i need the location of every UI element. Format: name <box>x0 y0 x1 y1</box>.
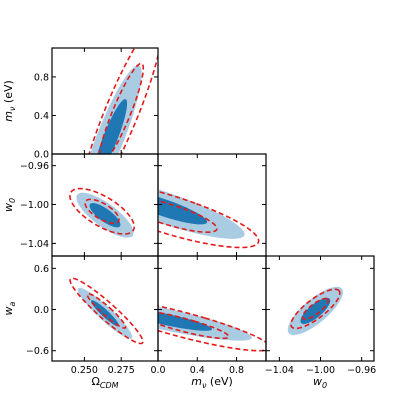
corner-panels: 0.00.40.8−1.04−1.00−0.960.250 0.275−0.60.… <box>20 47 376 376</box>
y-tick-label: 0.0 <box>34 150 49 161</box>
ylabel-w0: w0 <box>2 198 17 212</box>
contour-dashed-inner <box>301 297 330 320</box>
contour-dashed-outer <box>158 305 266 352</box>
ylabel-m-nu: mν (eV) <box>2 80 17 122</box>
y-tick-label: 0.8 <box>34 72 49 83</box>
xlabel-w0: w0 <box>313 375 327 390</box>
x-tick-label: 0.4 <box>190 365 205 376</box>
ylabel-wa: wa <box>2 301 17 315</box>
x-tick-label: −1.04 <box>265 365 294 376</box>
x-tick-label: 0.0 <box>150 365 165 376</box>
contour-dashed-inner <box>84 198 120 225</box>
contour-filled-inner <box>300 297 331 324</box>
contour-filled-inner <box>91 300 119 327</box>
y-tick-label: −0.96 <box>20 161 49 172</box>
y-tick-label: 0.6 <box>34 264 49 275</box>
x-tick-label: −0.96 <box>347 365 376 376</box>
contour-dashed-outer <box>69 187 136 235</box>
panel-mnu-wa: 0.0 0.4 0.8 <box>150 255 267 376</box>
xlabel-omega-cdm: ΩCDM <box>91 375 118 390</box>
contour-dashed-outer <box>290 288 341 330</box>
y-tick-label: −1.04 <box>20 239 49 250</box>
y-tick-label: 0.0 <box>34 305 49 316</box>
panel-om-w0: −1.04 −1.00 −0.96 <box>20 153 159 257</box>
panel-w0-wa: −1.04 −1.00 −0.96 <box>265 255 376 376</box>
panel-frame <box>157 255 267 362</box>
contour-filled-inner <box>89 203 121 228</box>
contour-filled-outer <box>158 189 245 239</box>
x-tick-label: 0.275 <box>108 365 135 376</box>
panel-frame <box>265 255 375 362</box>
contour-dashed-outer <box>88 48 158 154</box>
contour-filled-inner <box>97 99 128 154</box>
x-tick-label: 0.8 <box>229 365 244 376</box>
contour-filled-inner <box>158 312 212 331</box>
contour-dashed-outer <box>69 277 144 345</box>
y-tick-label: −1.00 <box>20 200 49 211</box>
axis-labels: ΩCDM mν (eV) w0 mν (eV) w0 wa <box>2 80 327 390</box>
x-tick-label: −1.00 <box>306 365 335 376</box>
xlabel-m-nu: mν (eV) <box>191 375 233 390</box>
y-tick-label: 0.4 <box>34 111 49 122</box>
contour-dashed-inner <box>158 311 230 340</box>
contour-dashed-inner <box>86 292 127 329</box>
panel-om-wa: 0.250 0.275 −0.6 0.0 0.6 <box>26 255 159 376</box>
contour-dashed-inner <box>98 62 145 154</box>
y-tick-label: −0.6 <box>26 346 49 357</box>
panel-om-mnu: 0.0 0.4 0.8 <box>34 47 159 161</box>
x-tick-label: 0.250 <box>71 365 98 376</box>
